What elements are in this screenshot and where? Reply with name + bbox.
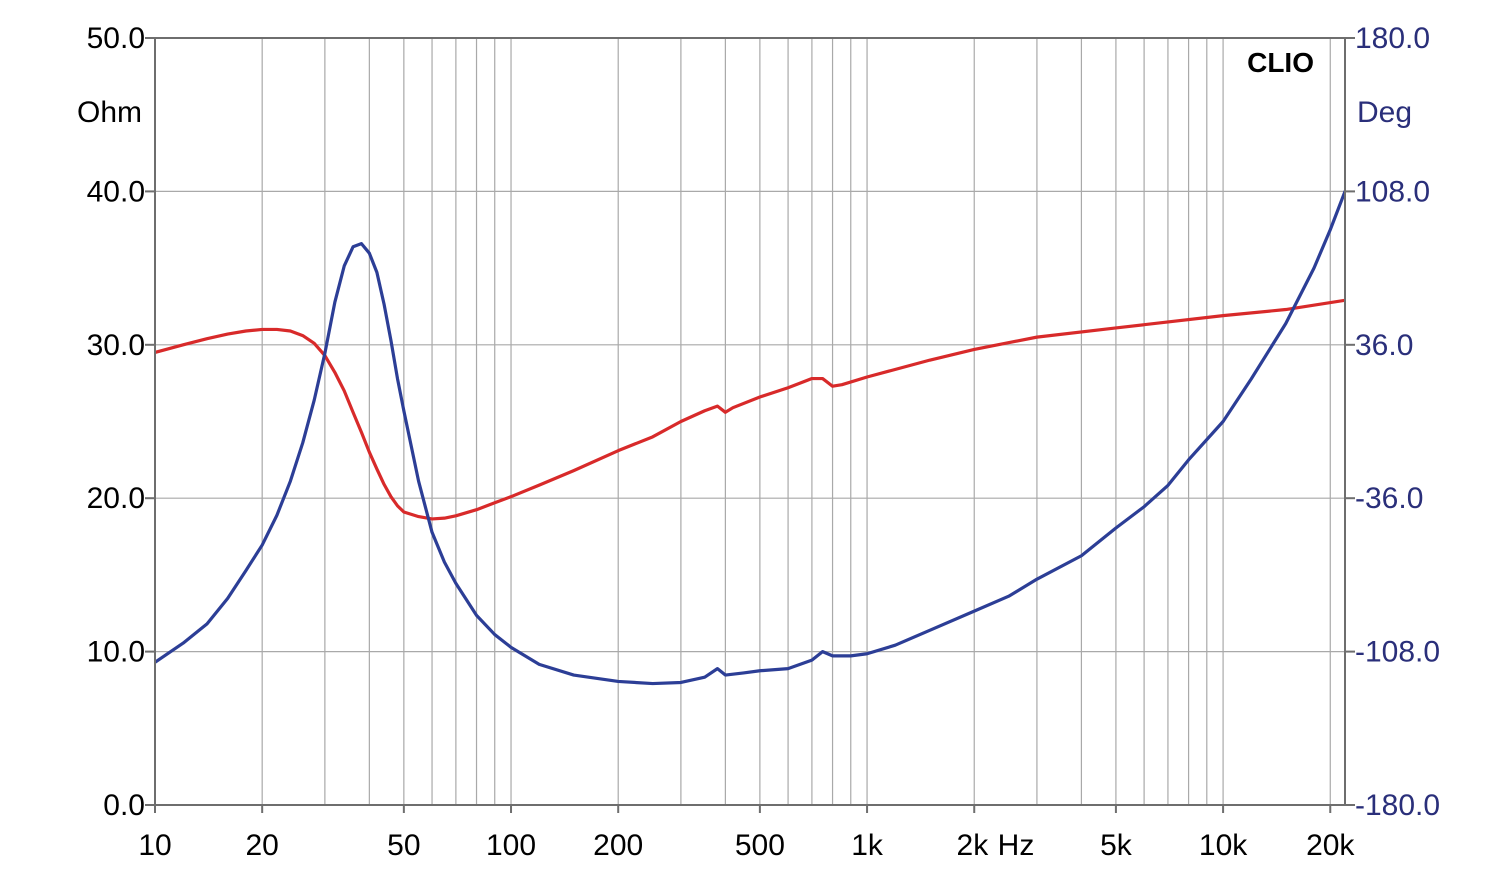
x-tick-label: 5k <box>1100 829 1133 862</box>
x-tick-label: 20k <box>1306 829 1355 862</box>
plot-frame <box>145 37 1355 813</box>
phase-series-line <box>155 189 1345 686</box>
plot-border <box>154 37 1346 806</box>
y-right-tick-label: -180.0 <box>1355 789 1440 822</box>
x-tick-label: 50 <box>387 829 420 862</box>
x-tick-label: 10k <box>1199 829 1248 862</box>
y-right-tick-label: 36.0 <box>1355 329 1413 362</box>
y-left-tick-label: 20.0 <box>87 482 145 515</box>
left-axis-unit-label: Ohm <box>77 96 142 129</box>
y-right-tick-label: 180.0 <box>1355 22 1430 55</box>
x-tick-label: 100 <box>486 829 536 862</box>
impedance-series-line <box>155 298 1345 521</box>
y-left-tick-label: 30.0 <box>87 329 145 362</box>
series-layer <box>155 189 1345 686</box>
x-tick-label: 20 <box>245 829 278 862</box>
x-axis-unit-label: Hz <box>998 829 1035 862</box>
y-right-tick-label: 108.0 <box>1355 175 1430 208</box>
y-left-tick-label: 10.0 <box>87 636 145 669</box>
x-tick-label: 10 <box>138 829 171 862</box>
x-tick-label: 200 <box>593 829 643 862</box>
x-tick-label: 1k <box>851 829 884 862</box>
y-left-tick-label: 0.0 <box>103 789 145 822</box>
y-left-tick-label: 50.0 <box>87 22 145 55</box>
y-right-tick-label: -36.0 <box>1355 482 1423 515</box>
y-right-tick-label: -108.0 <box>1355 636 1440 669</box>
y-left-tick-label: 40.0 <box>87 175 145 208</box>
right-axis-unit-label: Deg <box>1357 96 1412 129</box>
x-tick-label: 500 <box>735 829 785 862</box>
brand-label: CLIO <box>1247 47 1314 78</box>
grid <box>155 38 1345 805</box>
axis-labels: Ohm Deg Hz CLIO 0.0 10.0 20.0 30.0 40.0 50.0 -… <box>77 22 1440 862</box>
x-tick-label: 2k <box>957 829 990 862</box>
